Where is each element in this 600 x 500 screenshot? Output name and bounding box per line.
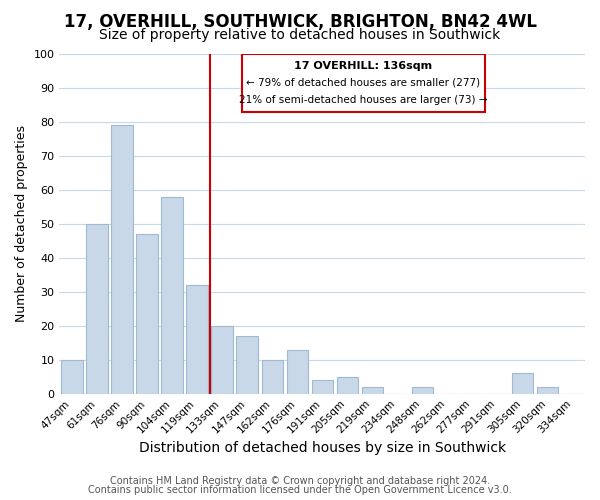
Bar [287,350,308,394]
Bar [61,360,83,394]
Bar [136,234,158,394]
Bar [337,376,358,394]
Bar [262,360,283,394]
Text: ← 79% of detached houses are smaller (277): ← 79% of detached houses are smaller (27… [247,78,481,88]
Bar [512,374,533,394]
Bar [412,387,433,394]
Bar [161,196,182,394]
Bar [537,387,558,394]
Bar [211,326,233,394]
Bar [362,387,383,394]
Text: 17, OVERHILL, SOUTHWICK, BRIGHTON, BN42 4WL: 17, OVERHILL, SOUTHWICK, BRIGHTON, BN42 … [64,12,536,30]
Y-axis label: Number of detached properties: Number of detached properties [15,126,28,322]
Text: Contains HM Land Registry data © Crown copyright and database right 2024.: Contains HM Land Registry data © Crown c… [110,476,490,486]
Text: 17 OVERHILL: 136sqm: 17 OVERHILL: 136sqm [295,60,433,70]
Text: Size of property relative to detached houses in Southwick: Size of property relative to detached ho… [100,28,500,42]
Bar [86,224,107,394]
FancyBboxPatch shape [242,54,485,112]
Bar [112,126,133,394]
X-axis label: Distribution of detached houses by size in Southwick: Distribution of detached houses by size … [139,441,506,455]
Bar [236,336,258,394]
Bar [187,285,208,394]
Text: 21% of semi-detached houses are larger (73) →: 21% of semi-detached houses are larger (… [239,95,488,105]
Text: Contains public sector information licensed under the Open Government Licence v3: Contains public sector information licen… [88,485,512,495]
Bar [311,380,333,394]
